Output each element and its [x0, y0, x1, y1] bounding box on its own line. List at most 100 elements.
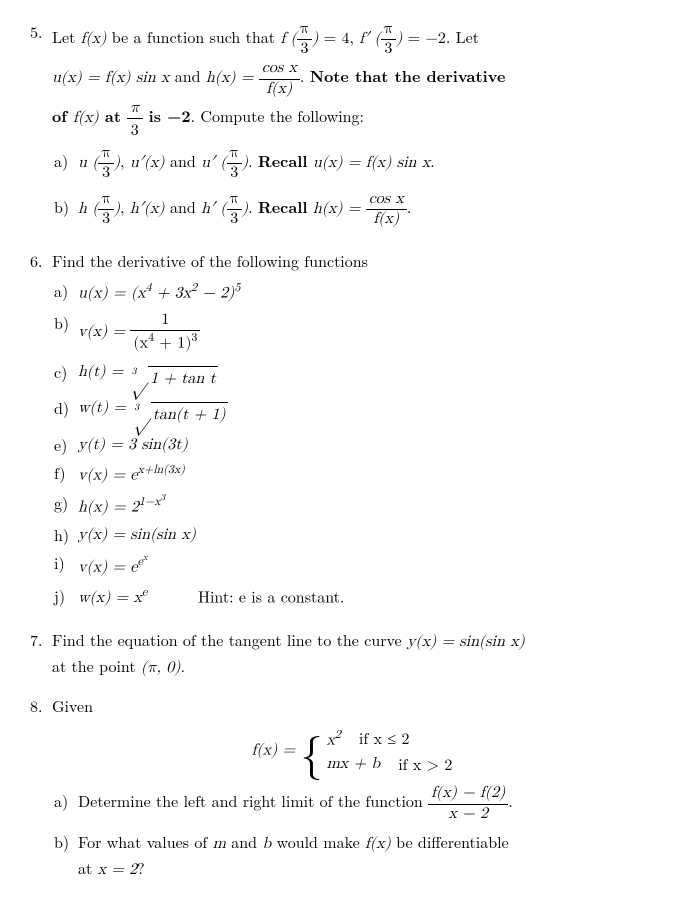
sub-label: b) [54, 190, 78, 229]
math: (π, 0) [141, 660, 181, 676]
den: f(x) [259, 80, 300, 99]
radicand: 1 + tan t [148, 366, 218, 391]
math: h(x) = [313, 201, 366, 217]
sub-label: g) [54, 491, 78, 519]
p6-b: b)v(x) = 1(x4 + 1)3 [54, 311, 670, 354]
p6-e: e)y(t) = 3 sin(3t) [54, 433, 670, 457]
lead: Given [52, 694, 670, 718]
t: (x [133, 336, 148, 352]
math: m [213, 836, 226, 852]
sub-label: j) [54, 584, 78, 610]
sub-label: i) [54, 551, 78, 579]
sub-body: h(t) = 3√1 + tan t [78, 360, 670, 392]
root-idx: 3 [134, 400, 139, 414]
sup: x+ln(3x) [138, 464, 185, 476]
p6-j: j)w(x) = xe Hint: e is a constant. [54, 584, 670, 610]
num: π [381, 20, 396, 40]
math: f′ (π3) [359, 31, 402, 47]
sub-body: u (π3), u′(x) and u′ (π3). Recall u(x) =… [78, 144, 670, 183]
num: π [227, 190, 242, 210]
den: (x4 + 1)3 [130, 331, 200, 354]
sub-body: v(x) = eex [78, 551, 670, 579]
math: f(x) [81, 31, 107, 47]
p5-line2: u(x) = f(x) sin x and h(x) = cos xf(x). … [52, 59, 670, 98]
t: v(x) = e [78, 467, 138, 483]
text: at [78, 856, 98, 879]
t: h(x) = 2 [78, 499, 139, 515]
math: u(x) = f(x) sin x [313, 155, 430, 171]
text: For what values of [78, 830, 213, 853]
case-cond: if x ≤ 2 [359, 726, 428, 752]
sub-label: h) [54, 523, 78, 547]
sup: 5 [234, 282, 240, 294]
math: u′ (π3) [201, 155, 248, 171]
math: u′(x) [130, 155, 165, 171]
den: x − 2 [428, 805, 508, 824]
math: w(x) = xe [78, 590, 147, 606]
problem-body: Find the equation of the tangent line to… [52, 628, 670, 680]
sub-label: a) [54, 784, 78, 823]
sub-label: b) [54, 830, 78, 882]
t: u(x) = (x [78, 285, 146, 301]
text: = 4, [318, 25, 359, 48]
den: 3 [297, 40, 312, 59]
p6-a: a)u(x) = (x4 + 3x2 − 2)5 [54, 279, 670, 305]
math: u (π3) [78, 155, 120, 171]
den: 3 [98, 210, 113, 229]
root: 3√tan(t + 1) [131, 402, 227, 428]
case-expr: x2 [326, 726, 358, 752]
text: be a function such that [106, 25, 280, 48]
sub-body: y(t) = 3 sin(3t) [78, 433, 670, 457]
brace-icon: { [300, 729, 322, 773]
text: = −2. Let [402, 25, 479, 48]
piecewise-def: f(x) = { x2if x ≤ 2 mx + bif x > 2 [52, 726, 670, 776]
frac: π3 [227, 144, 242, 183]
sup: e [142, 587, 147, 599]
hint: Hint: e is a constant. [198, 584, 344, 607]
sub-label: c) [54, 360, 78, 392]
num: π [297, 20, 312, 40]
sub-label: f) [54, 461, 78, 487]
problem-body: Find the derivative of the following fun… [52, 249, 670, 614]
t: x [326, 732, 334, 748]
p6-g: g)h(x) = 21−x3 [54, 491, 670, 519]
sub-body: Determine the left and right limit of th… [78, 784, 670, 823]
num: 1 [130, 311, 200, 331]
text: and [165, 149, 201, 172]
sub-body: y(x) = sin(sin x) [78, 523, 670, 547]
text: . [248, 149, 258, 172]
math: u(x) = f(x) sin x [52, 71, 169, 87]
text: . [430, 149, 434, 172]
case-cond: if x > 2 [398, 752, 470, 776]
num: f(x) − f(2) [428, 784, 508, 804]
den: f(x) [366, 210, 407, 229]
math: b [262, 836, 271, 852]
p5-a: a) u (π3), u′(x) and u′ (π3). Recall u(x… [54, 144, 670, 183]
text: . Compute the following: [191, 104, 364, 127]
p8-b: b) For what values of m and b would make… [54, 830, 670, 882]
math: f (π3) [280, 31, 318, 47]
bold: Recall [258, 149, 308, 172]
sub-body: u(x) = (x4 + 3x2 − 2)5 [78, 279, 670, 305]
t: w(t) = [78, 400, 131, 416]
frac: π3 [98, 144, 113, 183]
math: h′(x) [130, 201, 165, 217]
math: h (π3) [78, 201, 120, 217]
sub-body: For what values of m and b would make f(… [78, 830, 670, 882]
p6-h: h)y(x) = sin(sin x) [54, 523, 670, 547]
t: w(x) = x [78, 590, 142, 606]
text: ? [137, 856, 145, 879]
bold: of [52, 104, 73, 127]
p5-line3: of f(x) at π3 is −2. Compute the followi… [52, 99, 670, 138]
p8-a: a) Determine the left and right limit of… [54, 784, 670, 823]
t: + 1) [154, 336, 191, 352]
text: and [226, 830, 262, 853]
den: 3 [381, 40, 396, 59]
sup: 1−x3 [139, 496, 165, 508]
text: , [120, 149, 130, 172]
den: 3 [127, 119, 142, 138]
text: and [165, 195, 201, 218]
text: be differentiable [391, 830, 509, 853]
fn: h′ [201, 201, 215, 217]
frac: π3 [381, 20, 396, 59]
